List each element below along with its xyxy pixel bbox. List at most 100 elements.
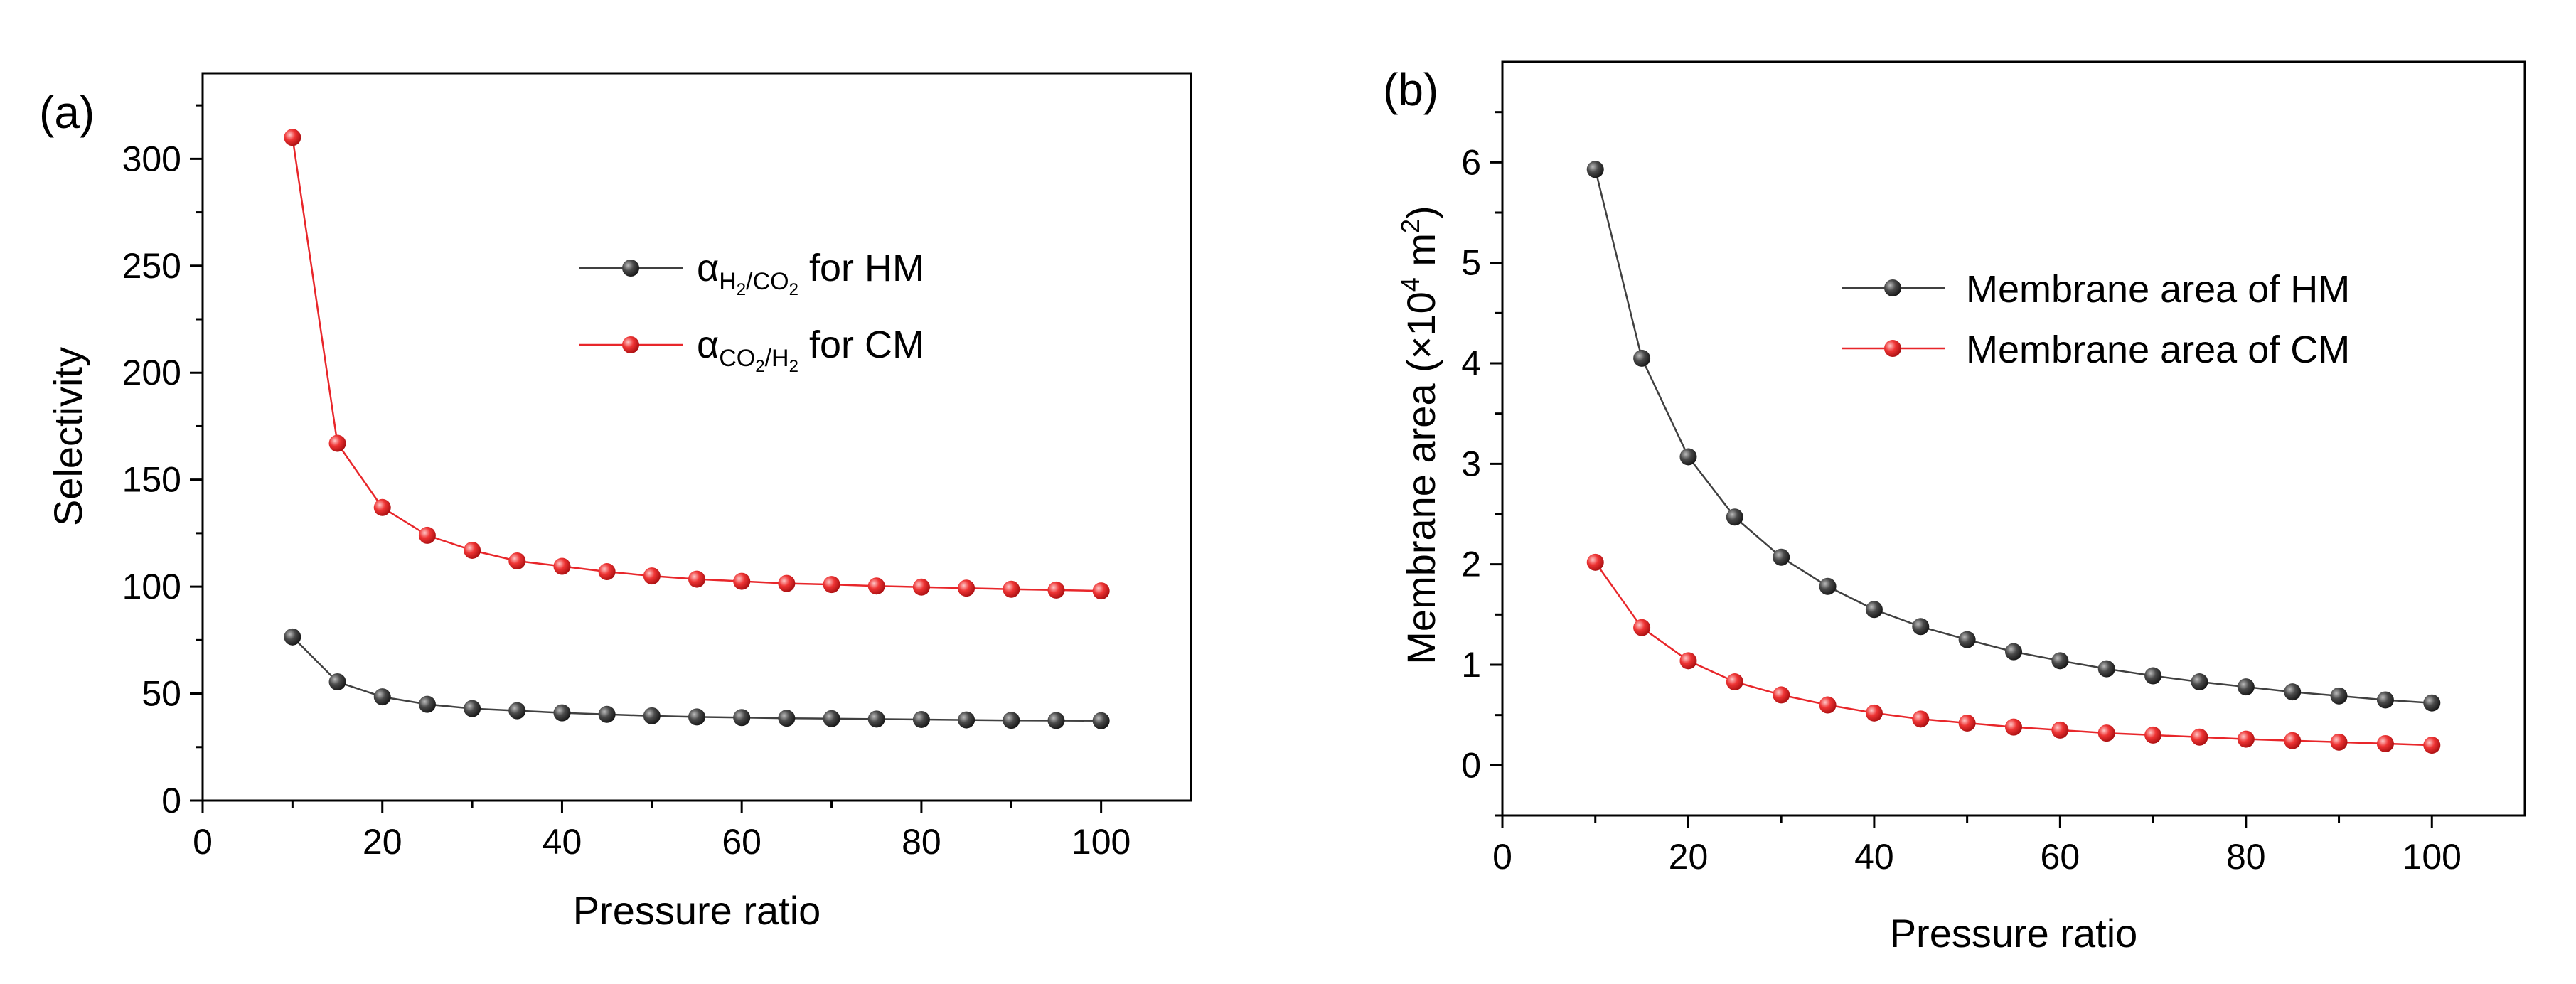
data-point — [328, 673, 346, 691]
panel-a-x-axis-title: Pressure ratio — [573, 888, 821, 933]
data-point — [958, 711, 976, 729]
data-point — [1912, 618, 1930, 636]
data-point — [2376, 734, 2394, 752]
x-tick-label: 60 — [722, 822, 761, 862]
data-point — [508, 552, 526, 570]
y-tick-label: 100 — [122, 567, 181, 606]
y-tick-label: 1 — [1461, 645, 1481, 685]
panel-a-legend-entry-cm: αCO2/H2 for CM — [579, 323, 924, 376]
panel-b-y-tick-labels: 0 1 2 3 4 5 6 — [1461, 142, 1481, 785]
data-point — [2005, 718, 2022, 736]
panel-a-legend-entry-hm: αH2/CO2 for HM — [579, 247, 924, 299]
data-point — [2144, 726, 2162, 744]
panel-b-y-axis-title: Membrane area (×104 m2) — [1396, 205, 1443, 664]
x-tick-label: 0 — [1492, 837, 1512, 877]
data-point — [867, 577, 885, 595]
data-point — [598, 705, 616, 723]
panel-a-x-tick-labels: 0 20 40 60 80 100 — [193, 822, 1131, 862]
data-point — [2097, 660, 2115, 678]
data-point — [2051, 721, 2069, 739]
data-point — [328, 434, 346, 452]
panel-b-x-tick-labels: 0 20 40 60 80 100 — [1492, 837, 2462, 877]
panel-a-y-axis-title: Selectivity — [46, 347, 90, 526]
data-point — [1726, 508, 1743, 526]
legend-marker-area-hm — [1884, 279, 1901, 296]
data-point — [1003, 580, 1020, 598]
data-point — [1958, 714, 1976, 732]
legend-label-hm: αH2/CO2 for HM — [697, 247, 924, 299]
y-tick-label: 0 — [161, 781, 181, 820]
data-point — [958, 579, 976, 597]
data-point — [2051, 652, 2069, 670]
series-line-0 — [292, 636, 1101, 722]
series-line-0 — [1594, 169, 2432, 704]
legend-label-cm: αCO2/H2 for CM — [697, 323, 924, 376]
data-point — [1679, 448, 1697, 466]
data-point — [464, 700, 481, 717]
panel-b-label: (b) — [1383, 64, 1438, 115]
data-point — [553, 704, 571, 722]
data-point — [553, 557, 571, 575]
data-point — [1586, 553, 1604, 571]
data-point — [418, 526, 436, 544]
legend-marker-area-cm — [1884, 340, 1901, 357]
data-point — [1819, 696, 1837, 714]
data-point — [284, 628, 301, 646]
data-point — [1726, 673, 1743, 691]
data-point — [373, 498, 391, 516]
data-point — [778, 574, 796, 592]
x-tick-label: 40 — [543, 822, 582, 862]
panel-b-legend: Membrane area of HM Membrane area of CM — [1842, 268, 2350, 371]
x-tick-label: 40 — [1854, 837, 1894, 877]
data-point — [418, 695, 436, 713]
y-tick-label: 0 — [1461, 745, 1481, 785]
data-point — [2191, 673, 2208, 691]
x-tick-label: 100 — [2403, 837, 2462, 877]
data-point — [1865, 704, 1883, 722]
legend-marker-hm — [622, 260, 639, 277]
panel-b-x-axis-title: Pressure ratio — [1890, 911, 2138, 956]
panel-a-y-tick-labels: 0 50 100 150 200 250 300 — [122, 139, 181, 820]
data-point — [464, 541, 481, 559]
legend-label-area-cm: Membrane area of CM — [1966, 328, 2350, 371]
data-point — [2330, 733, 2348, 751]
data-point — [2097, 724, 2115, 742]
data-point — [1633, 349, 1651, 367]
panel-a-label: (a) — [39, 87, 95, 138]
data-point — [373, 688, 391, 706]
panel-b-legend-entry-cm: Membrane area of CM — [1842, 328, 2350, 371]
data-point — [284, 129, 301, 146]
data-point — [733, 572, 751, 590]
panel-a-legend: αH2/CO2 for HM αCO2/H2 for CM — [579, 247, 924, 376]
data-point — [2191, 728, 2208, 746]
data-point — [1773, 686, 1790, 704]
data-point — [2284, 683, 2302, 701]
x-tick-label: 100 — [1071, 822, 1131, 862]
panel-a-plot-frame — [201, 72, 1192, 802]
data-point — [1958, 631, 1976, 648]
data-point — [1633, 619, 1651, 636]
y-tick-label: 150 — [122, 460, 181, 500]
data-point — [598, 563, 616, 581]
data-point — [1047, 581, 1065, 599]
y-tick-label: 5 — [1461, 243, 1481, 283]
panel-b-legend-entry-hm: Membrane area of HM — [1842, 268, 2350, 311]
panel-b-ticks — [1490, 111, 2433, 828]
data-point — [1819, 577, 1837, 595]
data-point — [2237, 678, 2255, 696]
y-tick-label: 200 — [122, 353, 181, 392]
data-point — [643, 707, 661, 724]
x-tick-label: 20 — [363, 822, 402, 862]
data-point — [508, 702, 526, 720]
data-point — [2005, 643, 2022, 661]
panel-a-series — [284, 129, 1110, 729]
data-point — [2376, 691, 2394, 709]
y-tick-label: 4 — [1461, 343, 1481, 383]
data-point — [1003, 712, 1020, 729]
data-point — [733, 709, 751, 727]
data-point — [688, 708, 705, 726]
panel-b-series — [1586, 161, 2441, 754]
data-point — [1773, 548, 1790, 566]
